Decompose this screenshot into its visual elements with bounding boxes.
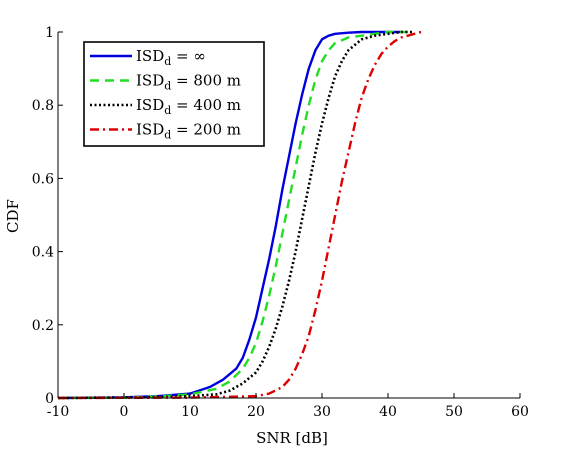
x-axis-title: SNR [dB] bbox=[256, 429, 328, 447]
y-ticks: 0 0.2 0.4 0.6 0.8 1 bbox=[32, 25, 63, 407]
legend-label-3: ISDd = 400 m bbox=[136, 96, 241, 117]
y-tick-label: 0.6 bbox=[32, 171, 54, 187]
x-tick-label: -10 bbox=[47, 404, 70, 420]
plot-lines bbox=[57, 30, 425, 400]
x-tick-label: 40 bbox=[379, 404, 397, 420]
y-axis-title: CDF bbox=[4, 199, 22, 233]
y-tick-label: 0 bbox=[45, 391, 54, 407]
y-tick-label: 1 bbox=[45, 25, 54, 41]
legend-box bbox=[83, 41, 265, 147]
series-line-4 bbox=[57, 30, 425, 400]
y-tick-label: 0.2 bbox=[32, 318, 54, 334]
x-tick-label: 10 bbox=[181, 404, 199, 420]
legend-label-1: ISDd = ∞ bbox=[136, 47, 206, 68]
legend-label-2: ISDd = 800 m bbox=[136, 72, 241, 93]
legend: ISDd = ∞ ISDd = 800 m ISDd = 400 m ISDd = 2… bbox=[83, 41, 265, 147]
x-ticks: -10 0 10 20 30 40 50 60 bbox=[47, 393, 529, 420]
axes bbox=[57, 32, 520, 399]
series-line-2 bbox=[57, 30, 408, 400]
x-tick-label: 30 bbox=[313, 404, 331, 420]
x-tick-label: 0 bbox=[120, 404, 129, 420]
legend-label-4: ISDd = 200 m bbox=[136, 121, 241, 142]
x-tick-label: 60 bbox=[511, 404, 529, 420]
x-tick-label: 20 bbox=[247, 404, 265, 420]
x-tick-label: 50 bbox=[445, 404, 463, 420]
series-line-1 bbox=[57, 30, 402, 400]
y-tick-label: 0.8 bbox=[32, 98, 54, 114]
y-tick-label: 0.4 bbox=[32, 245, 54, 261]
